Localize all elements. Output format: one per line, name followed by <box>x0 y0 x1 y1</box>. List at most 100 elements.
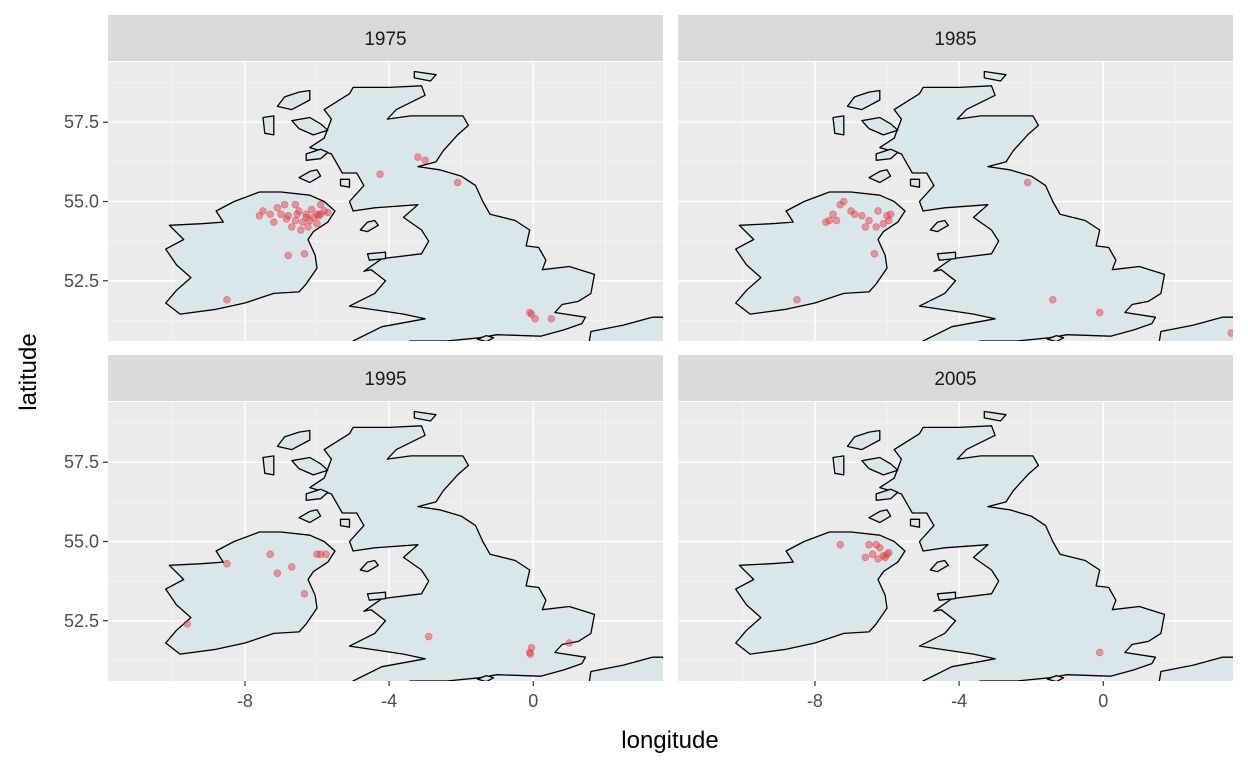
land-outline <box>366 591 387 601</box>
data-point <box>266 210 274 218</box>
data-point <box>302 213 310 222</box>
land-outline <box>1158 316 1233 341</box>
land-outline <box>359 219 379 233</box>
land-outline <box>846 429 881 451</box>
land-outline <box>262 115 275 136</box>
land-outline <box>861 456 899 476</box>
land-outline <box>413 70 437 82</box>
data-point <box>883 212 891 220</box>
x-tick-label: -8 <box>237 691 253 711</box>
data-point <box>313 550 321 558</box>
land-outline <box>276 89 311 111</box>
data-point <box>847 207 855 215</box>
data-point <box>822 218 830 226</box>
land-outline <box>276 429 311 451</box>
land-outline <box>1046 674 1065 681</box>
data-point <box>223 296 231 304</box>
x-tick-label: 0 <box>528 691 538 711</box>
data-point <box>870 250 879 258</box>
facet-strip <box>678 15 1233 61</box>
data-point <box>861 223 870 231</box>
data-point <box>858 212 866 220</box>
land-outline <box>929 219 949 233</box>
land-outline <box>339 178 351 188</box>
y-tick-label: 55.0 <box>64 192 99 212</box>
land-outline <box>305 148 329 161</box>
data-point <box>284 251 292 260</box>
data-point <box>531 315 539 323</box>
data-point <box>288 563 296 571</box>
data-point <box>277 210 285 218</box>
data-point <box>316 201 325 209</box>
data-point <box>876 544 884 552</box>
land-outline <box>413 410 437 422</box>
data-point <box>526 650 535 658</box>
x-tick-label: -4 <box>381 691 397 711</box>
y-tick-label: 57.5 <box>64 452 99 472</box>
data-point <box>270 218 278 226</box>
data-point <box>547 315 555 323</box>
data-point <box>297 226 305 234</box>
x-tick-label: -8 <box>807 691 823 711</box>
data-point <box>885 216 893 225</box>
land-outline <box>929 559 949 573</box>
land-outline <box>875 488 899 501</box>
land-outline <box>909 178 921 188</box>
data-point <box>874 555 882 563</box>
panel-plot-area <box>108 62 663 341</box>
panel-plot-area <box>108 402 663 681</box>
data-point <box>881 553 889 562</box>
data-point <box>425 632 433 641</box>
data-point <box>313 220 321 228</box>
data-point <box>1095 308 1104 317</box>
land-outline <box>588 656 663 681</box>
data-point <box>1023 178 1032 187</box>
land-outline <box>936 251 957 261</box>
land-outline <box>868 169 892 184</box>
facet-panel-2005: 2005 -8 -4 0 <box>678 355 1233 711</box>
data-point <box>291 201 300 209</box>
land-outline <box>359 559 379 573</box>
data-point <box>414 153 422 161</box>
data-point <box>832 216 841 225</box>
data-point <box>300 250 309 258</box>
facet-panel-1985: 1985 <box>678 15 1233 341</box>
data-point <box>453 178 462 187</box>
data-point <box>223 559 231 568</box>
data-point <box>836 540 844 549</box>
facet-panel-1975: 1975 52.5 55.0 57.5 <box>64 15 663 341</box>
land-outline <box>366 251 387 261</box>
facet-strip-label: 2005 <box>934 369 976 390</box>
x-tick-label: 0 <box>1098 691 1108 711</box>
data-point <box>886 210 895 218</box>
data-point <box>315 212 323 220</box>
land-outline <box>832 115 845 136</box>
y-tick-label: 57.5 <box>64 112 99 132</box>
data-point <box>307 205 316 214</box>
data-point <box>273 204 282 212</box>
y-tick-label: 52.5 <box>64 271 99 291</box>
data-point <box>865 216 873 225</box>
facet-strip-label: 1995 <box>364 369 406 390</box>
y-tick-label: 55.0 <box>64 532 99 552</box>
land-outline <box>291 116 329 136</box>
land-outline <box>983 410 1007 422</box>
data-point <box>1227 329 1233 337</box>
facet-strip-label: 1985 <box>934 29 976 50</box>
land-outline <box>476 334 495 341</box>
data-point <box>280 201 289 209</box>
data-point <box>293 210 301 218</box>
data-point <box>1095 648 1104 657</box>
data-point <box>872 223 880 231</box>
data-point <box>840 197 848 206</box>
data-point <box>793 296 801 304</box>
facet-strip <box>108 355 663 401</box>
land-outline <box>1158 656 1233 681</box>
land-outline <box>305 488 329 501</box>
data-point <box>865 540 873 549</box>
facet-strip-label: 1975 <box>364 29 406 50</box>
land-outline <box>262 455 275 476</box>
facet-panel-1995: 1995 52.5 55.0 57.5 -8 -4 0 <box>64 355 663 711</box>
data-point <box>288 223 296 231</box>
data-point <box>879 220 888 228</box>
